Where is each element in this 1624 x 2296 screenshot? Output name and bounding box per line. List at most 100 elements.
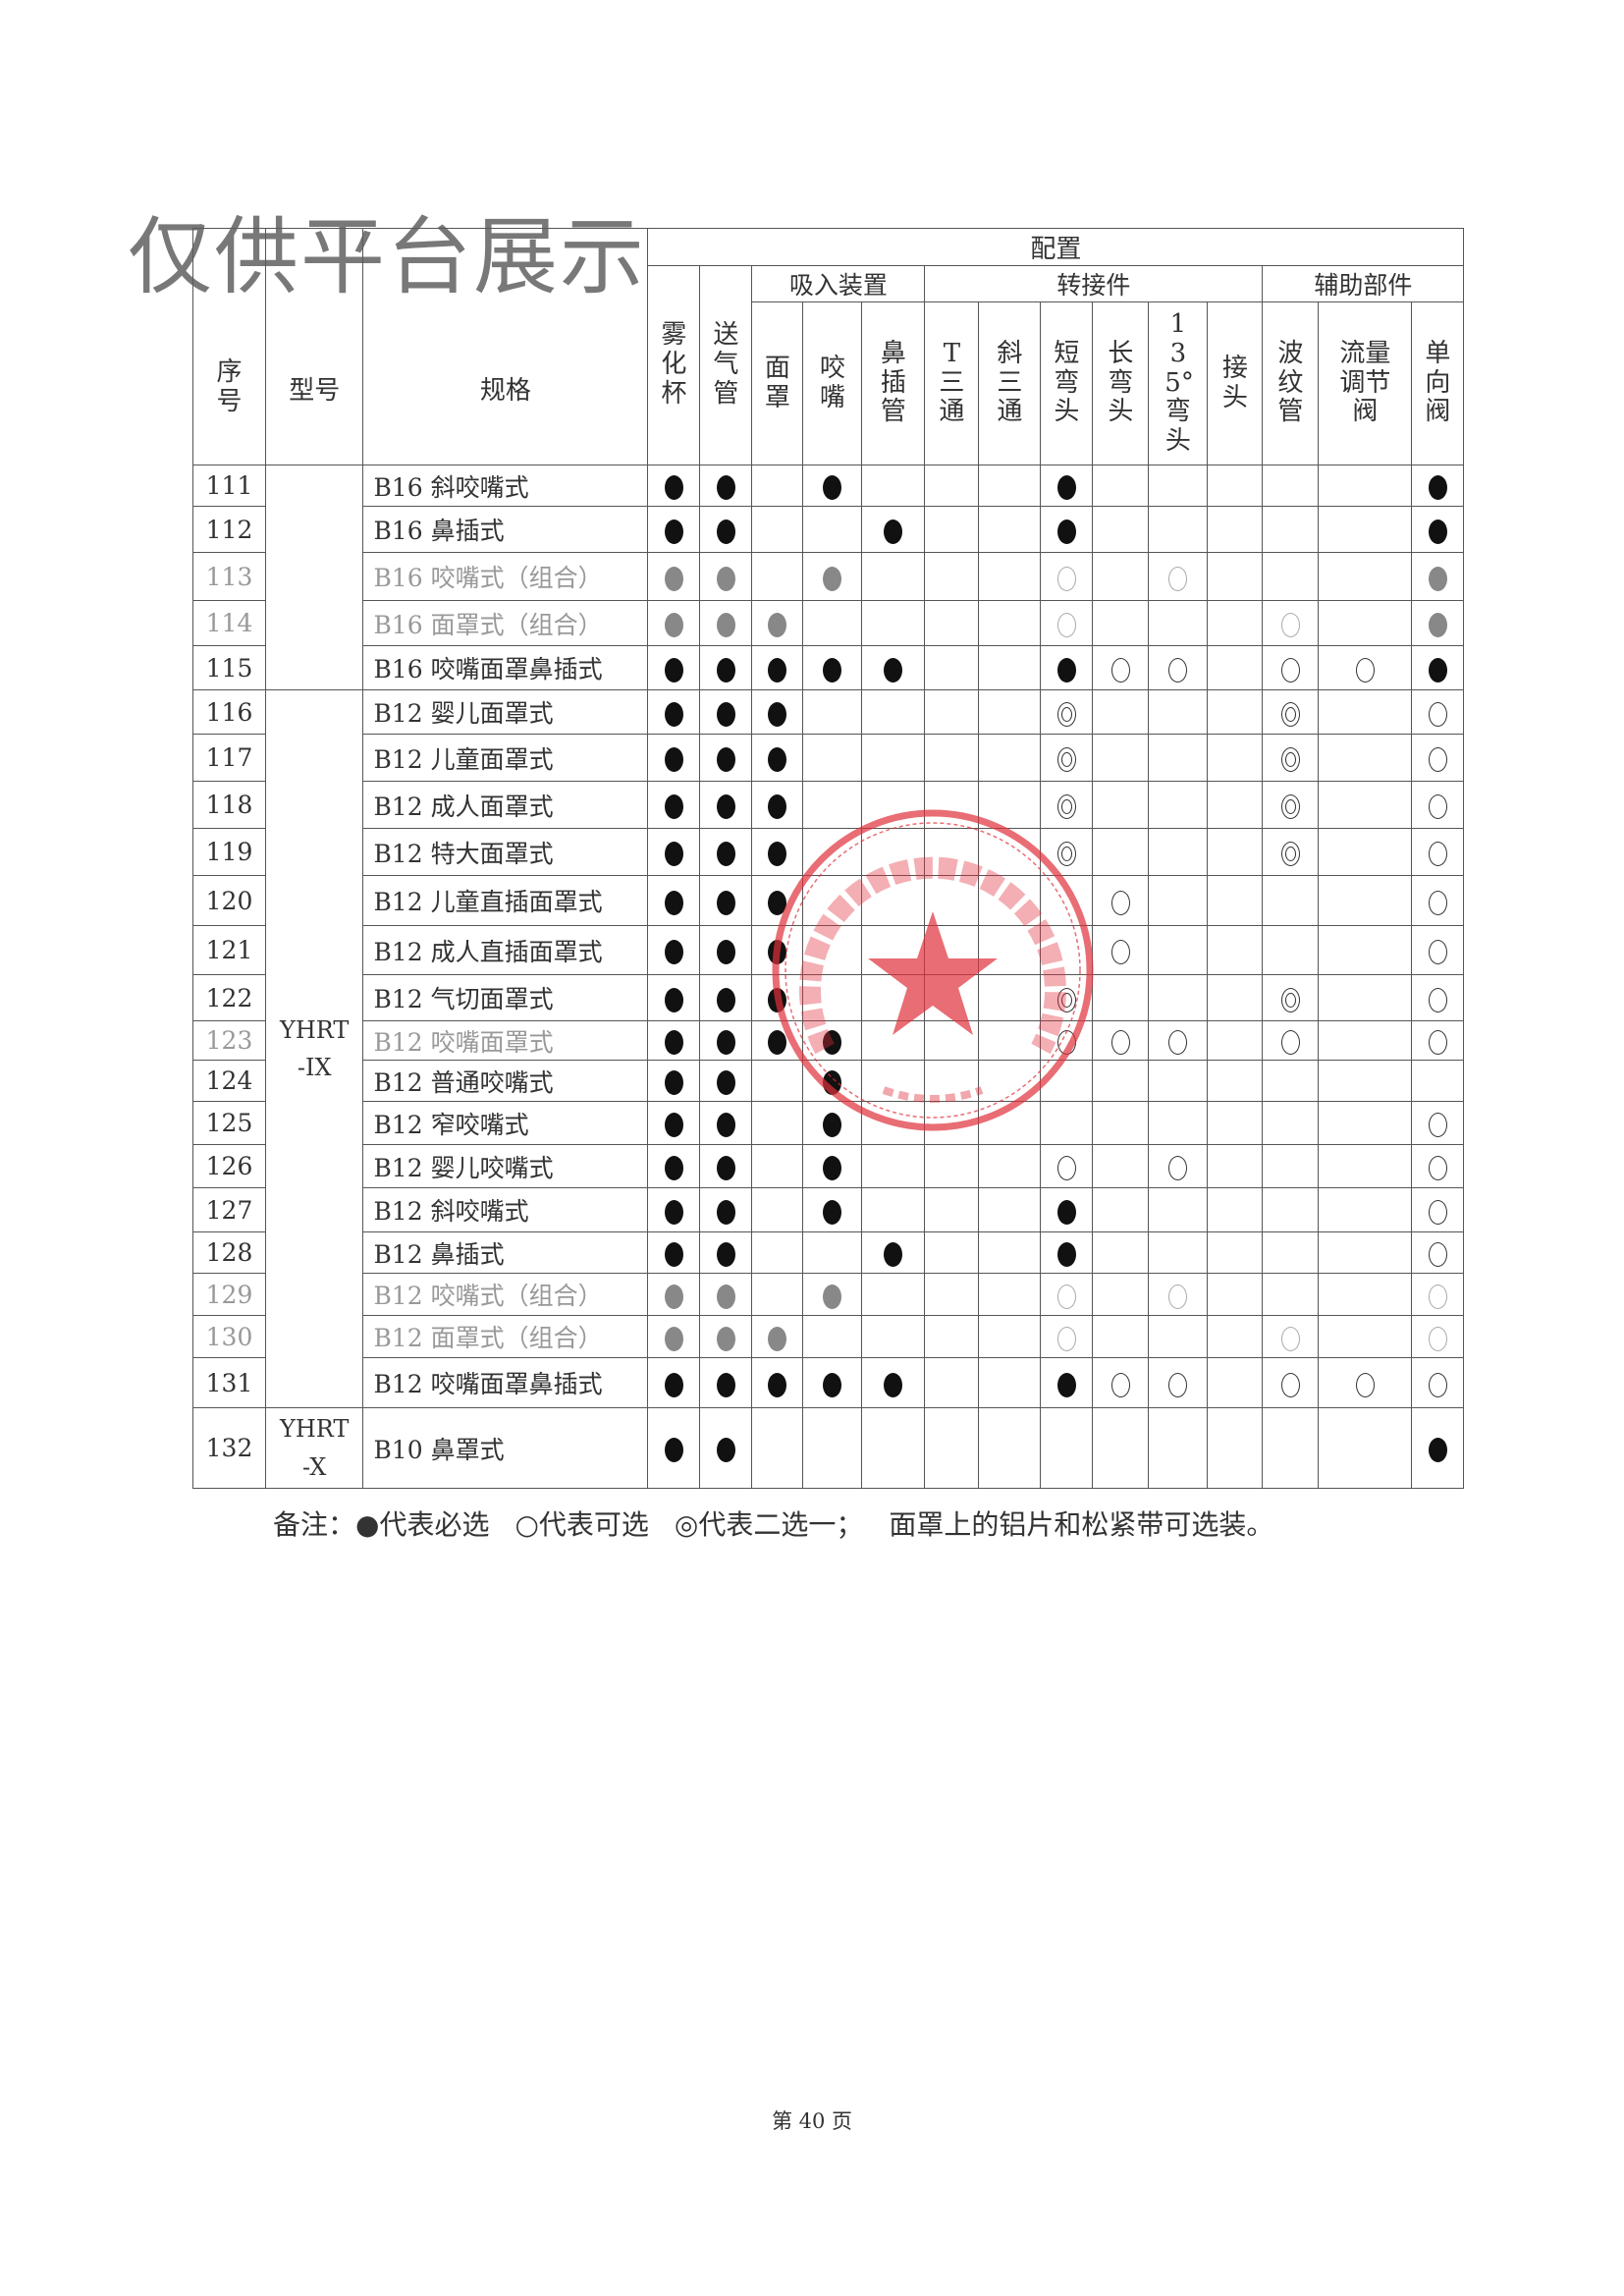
note-prefix: 备注：: [273, 1508, 356, 1541]
config-cell: [1318, 600, 1413, 646]
config-cell: [978, 645, 1042, 690]
config-cell: [647, 1357, 701, 1408]
spec-cell: B12 咬嘴面罩鼻插式: [362, 1357, 649, 1408]
config-cell: [647, 506, 701, 553]
config-cell: [647, 1187, 701, 1232]
header-col-0: 雾化杯: [647, 265, 701, 465]
config-cell: [699, 781, 753, 829]
config-cell: [1092, 1101, 1150, 1145]
config-cell: [861, 1315, 926, 1358]
config-cell: [1318, 1357, 1413, 1408]
row-number: 112: [192, 506, 266, 553]
optional-circle-grey-icon: [1280, 1326, 1300, 1351]
header-col-12: 流量调节阀: [1318, 301, 1413, 465]
config-cell: [647, 1273, 701, 1316]
header-col-13: 单向阀: [1411, 301, 1465, 465]
required-dot-grey-icon: [1428, 566, 1447, 591]
header-col-2: 面罩: [751, 301, 804, 465]
config-cell: [802, 1101, 863, 1145]
config-cell: [924, 600, 980, 646]
required-dot-icon: [664, 794, 683, 819]
required-dot-icon: [716, 842, 735, 866]
table-row: 116 YHRT -IX B12 婴儿面罩式: [192, 689, 1465, 1408]
spec-cell: B12 咬嘴面罩式: [362, 1020, 649, 1061]
config-cell: [751, 1144, 804, 1188]
required-dot-icon: [884, 1242, 903, 1267]
table-row: 131 B12 咬嘴面罩鼻插式: [192, 1357, 1465, 1408]
config-cell: [1092, 1357, 1150, 1408]
optional-circle-icon: [1428, 1113, 1447, 1137]
config-cell: [1148, 925, 1209, 975]
row-number: 114: [192, 600, 266, 646]
optional-circle-icon: [1168, 1030, 1188, 1055]
required-dot-icon: [884, 519, 903, 544]
config-cell: [699, 925, 753, 975]
config-cell: [1411, 1357, 1465, 1408]
table-row: 117 B12 儿童面罩式: [192, 734, 1465, 782]
row-number: 116: [192, 689, 266, 735]
header-col-6: 斜三通: [978, 301, 1042, 465]
config-cell: [647, 828, 701, 876]
header-col-11: 波纹管: [1262, 301, 1320, 465]
config-cell: [1148, 1231, 1209, 1274]
required-dot-grey-icon: [823, 1284, 842, 1309]
optional-circle-icon: [1355, 657, 1375, 683]
config-cell: [751, 734, 804, 782]
config-cell: [1092, 506, 1150, 553]
config-cell: [699, 645, 753, 690]
config-cell: [924, 506, 980, 553]
required-dot-grey-icon: [716, 566, 735, 591]
config-cell: [924, 689, 980, 735]
optional-circle-grey-icon: [1168, 566, 1188, 591]
optional-circle-icon: [1428, 1199, 1447, 1225]
required-dot-grey-icon: [664, 613, 683, 637]
optional-circle-icon: [1428, 1156, 1447, 1180]
note-optional: ○代表可选: [514, 1508, 649, 1541]
row-number: 117: [192, 734, 266, 782]
required-dot-icon: [823, 1372, 842, 1397]
row-number: 119: [192, 828, 266, 876]
row-number: 127: [192, 1187, 266, 1232]
config-cell: [699, 1020, 753, 1061]
config-cell: [1262, 1315, 1320, 1358]
row-number: 124: [192, 1060, 266, 1102]
optional-circle-icon: [1428, 747, 1447, 772]
optional-circle-grey-icon: [1056, 1326, 1076, 1351]
config-cell: [1148, 1144, 1209, 1188]
config-cell: [1411, 689, 1465, 735]
config-cell: [1092, 875, 1150, 926]
required-dot-icon: [884, 657, 903, 683]
table-row: 113 B16 咬嘴式（组合）: [192, 552, 1465, 601]
config-cell: [1318, 1315, 1413, 1358]
config-cell: [751, 600, 804, 646]
config-cell: [924, 1231, 980, 1274]
config-cell: [1411, 974, 1465, 1021]
configuration-table: 序号 型号 规格 配置 雾化杯 送气管 吸入装置 转接件 辅助部件 面罩 咬嘴 鼻插…: [192, 228, 1465, 1489]
note-required: ●代表必选: [355, 1508, 490, 1541]
config-cell: [1092, 1273, 1150, 1316]
config-cell: [1262, 1060, 1320, 1102]
config-cell: [1207, 875, 1264, 926]
config-cell: [647, 645, 701, 690]
config-cell: [1318, 1187, 1413, 1232]
config-cell: [751, 465, 804, 507]
config-cell: [924, 1187, 980, 1232]
config-cell: [1318, 781, 1413, 829]
config-cell: [1092, 1231, 1150, 1274]
config-cell: [1207, 1101, 1264, 1145]
config-cell: [647, 1231, 701, 1274]
header-col-1: 送气管: [699, 265, 753, 465]
config-cell: [1262, 1020, 1320, 1061]
config-cell: [1148, 781, 1209, 829]
config-cell: [647, 1101, 701, 1145]
row-number: 126: [192, 1144, 266, 1188]
config-cell: [1040, 645, 1094, 690]
config-cell: [1148, 1020, 1209, 1061]
config-cell: [861, 600, 926, 646]
config-cell: [647, 1407, 701, 1489]
config-cell: [1411, 1101, 1465, 1145]
config-cell: [1040, 506, 1094, 553]
config-cell: [924, 1357, 980, 1408]
model-cell: YHRT -X: [264, 1407, 364, 1489]
table-row: 129 B12 咬嘴式（组合）: [192, 1273, 1465, 1316]
